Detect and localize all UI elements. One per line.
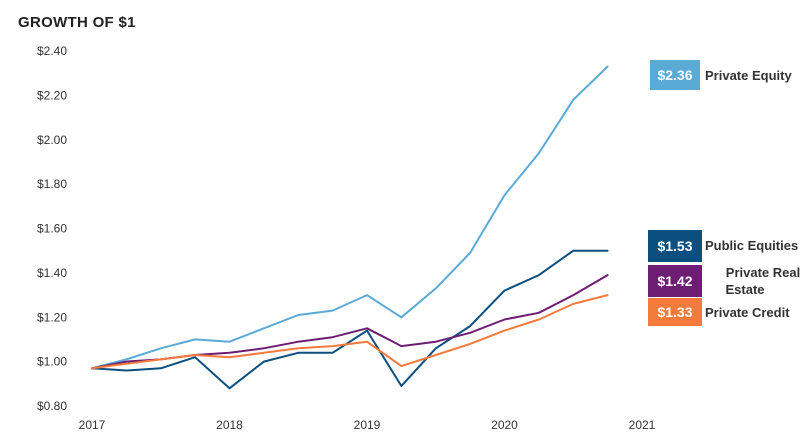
chart-title: GROWTH OF $1 (18, 14, 136, 31)
value-box (648, 298, 702, 326)
series-line-private-credit (91, 294, 609, 370)
value-label: $1.53 (657, 238, 692, 254)
y-tick-label: $1.60 (37, 222, 67, 236)
value-label: $2.36 (657, 67, 692, 83)
end-label-private-credit: $1.33 Private Credit (648, 298, 790, 326)
y-tick-label: $2.40 (37, 44, 67, 58)
x-tick-label: 2018 (216, 418, 243, 432)
value-label: $1.42 (657, 273, 692, 289)
x-axis: 2017 2018 2019 2020 2021 (79, 418, 656, 432)
value-box (648, 230, 702, 262)
end-label-private-equity: $2.36 Private Equity (650, 60, 792, 90)
x-tick-label: 2017 (79, 418, 106, 432)
series-name-label: Public Equities (705, 238, 798, 253)
series-layer (91, 65, 609, 390)
series-line-public-equities (91, 249, 609, 390)
y-tick-label: $1.80 (37, 177, 67, 191)
value-box (648, 265, 702, 297)
y-tick-label: $0.80 (37, 399, 67, 413)
x-tick-label: 2019 (354, 418, 381, 432)
value-label: $1.33 (657, 304, 692, 320)
y-tick-label: $1.20 (37, 310, 67, 324)
y-tick-label: $2.20 (37, 88, 67, 102)
y-axis: $0.80 $1.00 $1.20 $1.40 $1.60 $1.80 $2.00 $2.20… (37, 44, 67, 413)
series-line-private-equity (91, 65, 609, 370)
end-label-public-equities: $1.53 Public Equities (648, 230, 798, 262)
y-tick-label: $2.00 (37, 133, 67, 147)
series-name-label: Private Equity (705, 68, 792, 83)
x-tick-label: 2020 (491, 418, 518, 432)
end-labels: $2.36 Private Equity$1.53 Public Equities$… (648, 60, 800, 326)
end-label-private-real-estate: $1.42 Private Real Estate (648, 265, 800, 297)
series-name-label: Private Credit (705, 305, 790, 320)
x-tick-label: 2021 (629, 418, 656, 432)
value-box (650, 60, 700, 90)
y-tick-label: $1.00 (37, 355, 67, 369)
y-tick-label: $1.40 (37, 266, 67, 280)
series-name-label: Private Real Estate (725, 265, 800, 297)
